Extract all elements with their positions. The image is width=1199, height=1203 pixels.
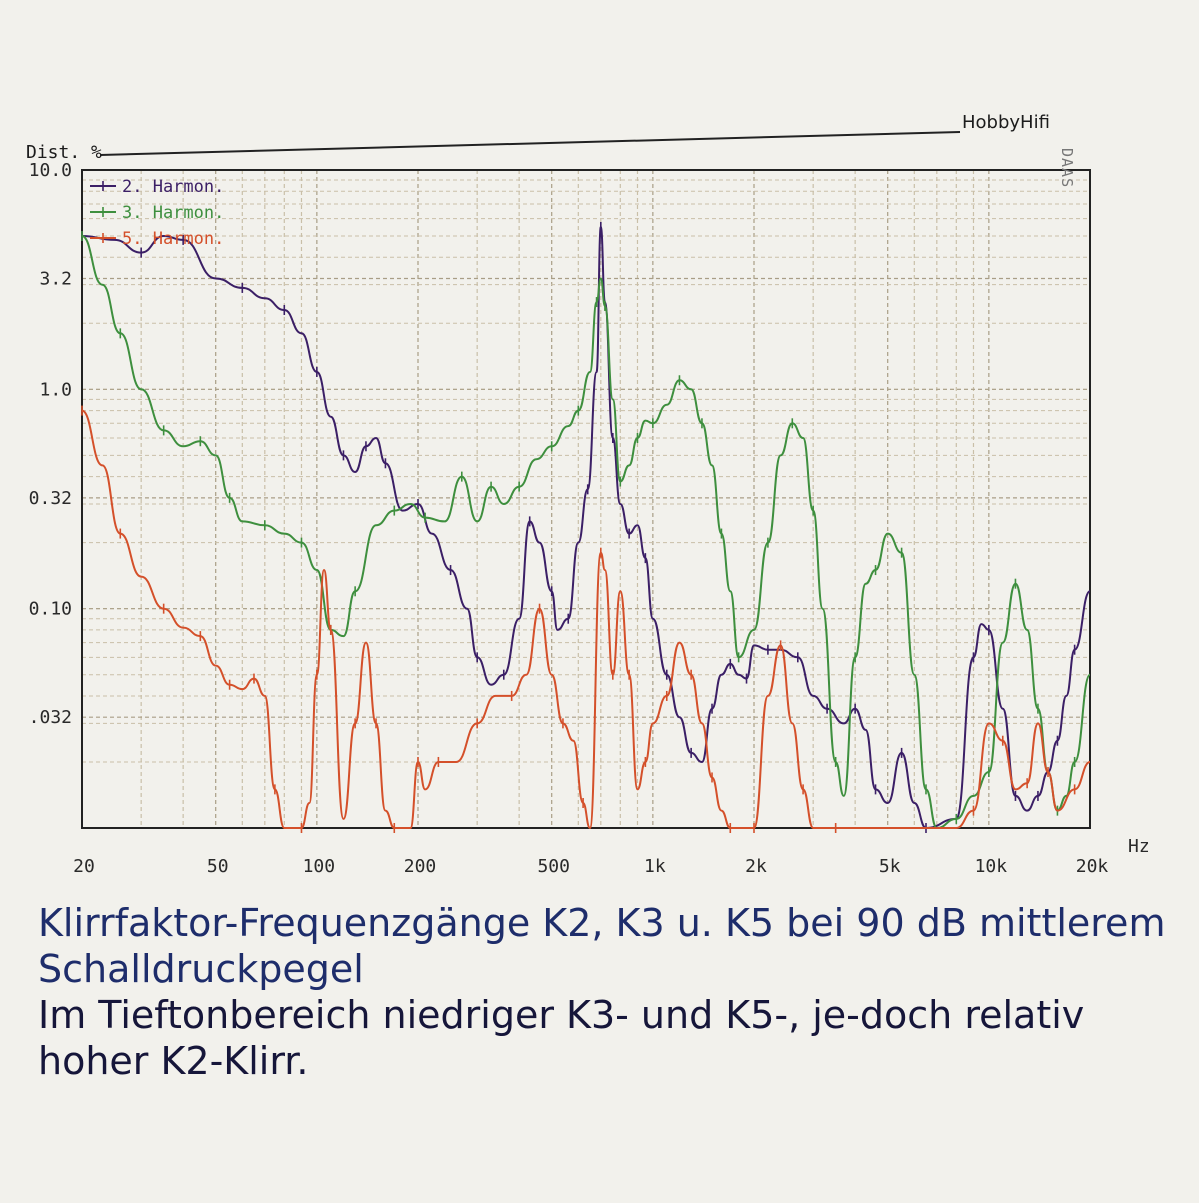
chart-grid <box>81 170 1091 828</box>
y-tick-label: 1.0 <box>39 379 72 400</box>
series-line-2 <box>81 235 1091 830</box>
y-axis-label: Dist. % <box>26 142 102 163</box>
legend-label: 3. Harmon. <box>122 203 224 223</box>
x-unit-label: Hz <box>1128 836 1150 857</box>
x-tick-label: 10k <box>975 856 1008 877</box>
legend-label: 2. Harmon. <box>122 177 224 197</box>
x-tick-label: 20k <box>1076 856 1109 877</box>
x-tick-labels: 20 50 100 200 500 1k 2k 5k 10k 20k Hz <box>73 836 1150 877</box>
x-tick-label: 20 <box>73 856 95 877</box>
brand-label: HobbyHifi <box>962 112 1050 133</box>
y-tick-label: .032 <box>29 707 72 728</box>
caption-note: Im Tieftonbereich niedriger K3- und K5-,… <box>38 993 1085 1083</box>
x-tick-label: 100 <box>303 856 336 877</box>
plot-frame <box>81 169 1091 829</box>
legend: 2. Harmon. 3. Harmon. 5. Harmon. <box>90 177 224 249</box>
watermark-label: DAAS <box>1058 148 1076 188</box>
y-tick-label: 0.32 <box>29 488 72 509</box>
series-line-3 <box>81 409 1091 830</box>
x-tick-label: 5k <box>879 856 901 877</box>
y-tick-label: 10.0 <box>29 160 72 181</box>
x-tick-label: 2k <box>745 856 767 877</box>
distortion-chart: HobbyHifi Dist. % DAAS 10.0 3.2 1.0 0.32 0.1… <box>26 112 1150 877</box>
figure-caption: Klirrfaktor-Frequenzgänge K2, K3 u. K5 b… <box>38 900 1168 1084</box>
series-lines <box>81 221 1091 833</box>
y-tick-labels: 10.0 3.2 1.0 0.32 0.10 .032 <box>29 160 72 728</box>
x-tick-label: 200 <box>404 856 437 877</box>
x-tick-label: 1k <box>644 856 666 877</box>
y-tick-label: 3.2 <box>39 269 72 290</box>
legend-label: 5. Harmon. <box>122 229 224 249</box>
y-tick-label: 0.10 <box>29 599 72 620</box>
x-tick-label: 500 <box>537 856 570 877</box>
brand-rule <box>99 131 961 156</box>
caption-title: Klirrfaktor-Frequenzgänge K2, K3 u. K5 b… <box>38 901 1166 991</box>
series-line-1 <box>81 225 1091 830</box>
x-tick-label: 50 <box>207 856 229 877</box>
